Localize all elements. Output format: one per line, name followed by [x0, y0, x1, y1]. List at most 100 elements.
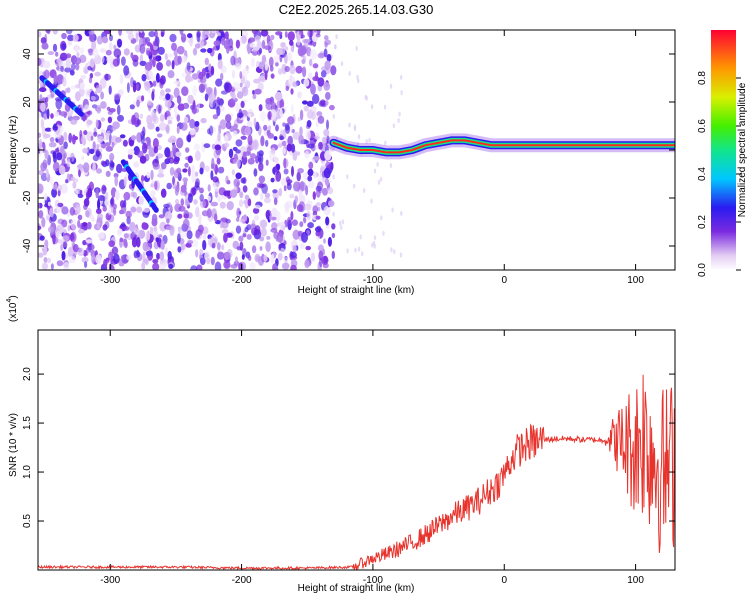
noise-speckle [69, 206, 76, 216]
snr-series [38, 374, 675, 570]
noise-speckle [138, 30, 145, 39]
noise-speckle [216, 96, 221, 104]
noise-speckle [61, 32, 67, 40]
noise-speckle [101, 55, 105, 64]
noise-speckle [135, 32, 139, 43]
noise-speckle [192, 85, 198, 97]
noise-speckle [269, 215, 273, 221]
noise-speckle [84, 104, 90, 112]
noise-speckle [157, 55, 162, 61]
noise-speckle [286, 143, 293, 152]
noise-speckle [270, 34, 275, 41]
noise-speckle [83, 130, 88, 136]
noise-speckle [80, 74, 87, 80]
noise-speckle [127, 153, 133, 160]
noise-speckle [187, 134, 192, 143]
noise-speckle [321, 136, 327, 144]
noise-speckle [57, 184, 63, 191]
noise-speckle [236, 112, 244, 118]
noise-speckle [197, 103, 201, 110]
noise-speckle [195, 150, 201, 161]
noise-speckle [50, 92, 55, 98]
noise-speckle [171, 60, 175, 70]
noise-speckle [298, 181, 307, 192]
noise-speckle [95, 119, 99, 129]
noise-speckle [43, 60, 51, 69]
noise-speckle [269, 65, 274, 72]
noise-speckle [121, 222, 126, 228]
noise-speckle [78, 169, 81, 178]
noise-speckle [65, 53, 72, 59]
noise-speckle [318, 141, 323, 150]
noise-speckle [379, 176, 383, 182]
noise-speckle [252, 46, 259, 52]
noise-speckle [292, 81, 298, 88]
noise-speckle [346, 174, 349, 180]
noise-speckle [164, 247, 169, 256]
noise-speckle [235, 172, 242, 180]
noise-speckle [249, 262, 256, 270]
noise-speckle [108, 240, 115, 248]
noise-speckle [111, 141, 115, 148]
noise-speckle [167, 250, 172, 260]
noise-speckle [309, 49, 317, 61]
noise-speckle [69, 69, 75, 76]
noise-speckle [302, 100, 308, 105]
noise-speckle [100, 91, 104, 100]
noise-speckle [206, 257, 211, 265]
noise-speckle [239, 218, 245, 223]
noise-speckle [189, 38, 193, 47]
noise-speckle [317, 77, 325, 87]
noise-speckle [220, 167, 224, 172]
noise-speckle [158, 95, 165, 100]
noise-speckle [240, 100, 245, 108]
noise-speckle [96, 35, 103, 45]
noise-speckle [105, 146, 114, 152]
x-tick-label: -100 [363, 275, 383, 286]
noise-speckle [123, 48, 130, 56]
noise-speckle [200, 257, 206, 266]
noise-speckle [220, 72, 224, 81]
noise-speckle [265, 159, 269, 166]
noise-speckle [82, 240, 87, 246]
noise-speckle [85, 239, 93, 244]
noise-speckle [173, 48, 178, 57]
noise-speckle [279, 98, 285, 110]
noise-speckle [165, 59, 172, 67]
noise-speckle [43, 113, 48, 120]
noise-speckle [312, 156, 320, 161]
noise-speckle [172, 176, 175, 185]
noise-speckle [253, 187, 259, 196]
y-tick-label: -20 [22, 190, 33, 205]
noise-speckle [393, 249, 396, 255]
noise-speckle [326, 119, 329, 130]
noise-speckle [296, 151, 301, 156]
noise-speckle [335, 34, 338, 40]
noise-speckle [260, 135, 265, 147]
noise-speckle [363, 188, 366, 193]
noise-speckle [236, 217, 240, 222]
noise-speckle [230, 264, 238, 269]
noise-speckle [353, 124, 357, 130]
noise-speckle [199, 167, 204, 175]
noise-speckle [176, 137, 184, 149]
noise-speckle [275, 170, 282, 182]
noise-speckle [315, 33, 321, 38]
noise-speckle [238, 199, 244, 207]
noise-speckle [185, 147, 190, 153]
noise-speckle [57, 84, 61, 91]
noise-speckle [144, 81, 151, 91]
carrier-peak [332, 139, 675, 154]
noise-speckle [273, 197, 278, 206]
noise-speckle [136, 119, 142, 126]
noise-speckle [136, 99, 140, 108]
noise-speckle [61, 219, 68, 228]
noise-speckle [256, 182, 265, 189]
noise-speckle [252, 93, 257, 100]
noise-speckle [41, 217, 46, 228]
noise-speckle [310, 252, 316, 262]
noise-speckle [279, 135, 285, 141]
noise-speckle [205, 87, 213, 94]
noise-speckle [352, 183, 356, 189]
